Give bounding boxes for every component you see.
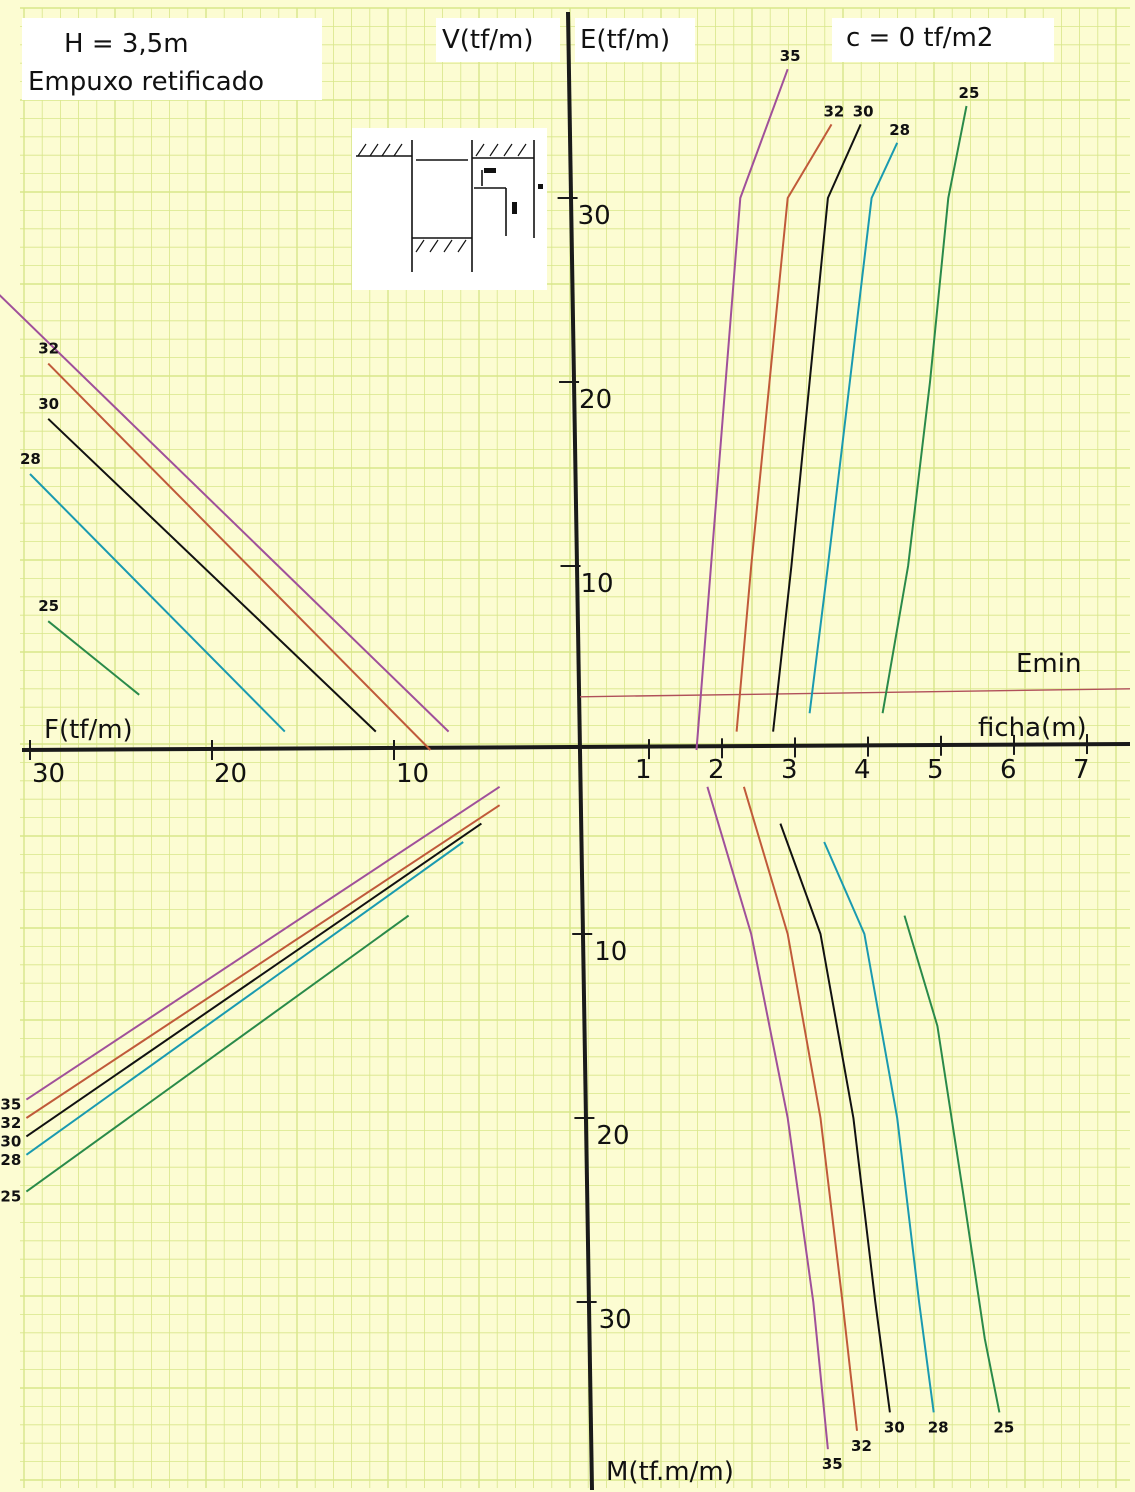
diagram-marker bbox=[512, 202, 517, 214]
v-m-curve-25 bbox=[25, 914, 410, 1193]
e-axis-box bbox=[575, 18, 695, 62]
empuxo-label: Empuxo retificado bbox=[28, 67, 264, 97]
diagram-marker bbox=[538, 184, 543, 189]
f-axis-title: F(tf/m) bbox=[44, 715, 133, 745]
vertical-axis bbox=[566, 11, 594, 1491]
v-axis-title: V(tf/m) bbox=[442, 25, 534, 55]
ficha-m-label-30: 30 bbox=[884, 1418, 905, 1436]
c-box bbox=[832, 18, 1054, 62]
e-tick-label: 30 bbox=[578, 201, 611, 231]
ficha-tick-label: 7 bbox=[1073, 755, 1090, 785]
ficha-axis-title: ficha(m) bbox=[978, 713, 1087, 743]
ficha-tick-label: 5 bbox=[927, 755, 944, 785]
v-m-curve-28 bbox=[25, 841, 464, 1156]
ficha-m-curve-25 bbox=[903, 915, 1001, 1413]
e-tick-label: 10 bbox=[581, 569, 614, 599]
wall-section-diagram bbox=[352, 128, 547, 290]
f-v-label-32: 32 bbox=[38, 340, 59, 358]
ficha-tick-label: 4 bbox=[854, 755, 871, 785]
m-tick-label: 10 bbox=[594, 937, 627, 967]
e-ficha-label-32: 32 bbox=[824, 102, 845, 120]
f-v-curve-25 bbox=[47, 620, 140, 696]
f-v-curve-35 bbox=[0, 294, 450, 733]
m-tick-label: 30 bbox=[599, 1305, 632, 1335]
ficha-tick-label: 3 bbox=[781, 755, 798, 785]
ficha-m-label-28: 28 bbox=[928, 1418, 949, 1436]
ficha-m-label-25: 25 bbox=[993, 1418, 1014, 1436]
ficha-tick-label: 2 bbox=[708, 755, 725, 785]
f-v-curve-30 bbox=[47, 418, 377, 733]
v-m-label-32: 32 bbox=[0, 1114, 21, 1132]
ficha-m-curve-32 bbox=[742, 786, 858, 1431]
emin-line bbox=[579, 688, 1131, 698]
e-ficha-curve-28 bbox=[808, 142, 899, 714]
v-m-label-30: 30 bbox=[0, 1132, 21, 1150]
height-label: H = 3,5m bbox=[64, 29, 189, 59]
e-ficha-label-25: 25 bbox=[959, 84, 980, 102]
e-ficha-curve-35 bbox=[695, 68, 789, 751]
diagram-marker bbox=[484, 168, 496, 173]
curves: 3532302825353230282535323028253532302825 bbox=[0, 47, 1014, 1473]
f-tick-label: 20 bbox=[214, 759, 247, 789]
f-v-label-30: 30 bbox=[38, 395, 59, 413]
v-m-curve-30 bbox=[25, 822, 482, 1138]
m-tick-label: 20 bbox=[596, 1121, 629, 1151]
ficha-m-curve-30 bbox=[779, 823, 891, 1413]
e-ficha-curve-32 bbox=[735, 123, 833, 732]
ficha-m-label-32: 32 bbox=[851, 1437, 872, 1455]
cohesion-label: c = 0 tf/m2 bbox=[846, 23, 993, 53]
v-m-label-28: 28 bbox=[0, 1151, 21, 1169]
ficha-m-curve-28 bbox=[823, 841, 935, 1413]
e-tick-label: 20 bbox=[579, 385, 612, 415]
emin-label: Emin bbox=[1016, 649, 1081, 679]
ficha-m-curve-35 bbox=[706, 786, 829, 1450]
tick-marks: 1 2 3 4 5 6 7 10 20 30 10 20 30 10 20 30 bbox=[29, 197, 1090, 1335]
f-v-label-28: 28 bbox=[20, 450, 41, 468]
ficha-m-label-35: 35 bbox=[822, 1455, 843, 1473]
f-v-curve-28 bbox=[29, 473, 286, 733]
v-m-label-35: 35 bbox=[0, 1096, 21, 1114]
v-axis-box bbox=[436, 18, 560, 62]
e-ficha-curve-30 bbox=[772, 123, 862, 732]
f-v-curve-32 bbox=[47, 362, 432, 751]
axes bbox=[21, 11, 1131, 1491]
e-ficha-curve-25 bbox=[881, 105, 968, 714]
v-m-curve-35 bbox=[25, 785, 501, 1101]
f-tick-label: 30 bbox=[32, 759, 65, 789]
f-v-label-25: 25 bbox=[38, 597, 59, 615]
m-axis-title: M(tf.m/m) bbox=[606, 1457, 734, 1487]
v-m-label-25: 25 bbox=[0, 1188, 21, 1206]
e-axis-title: E(tf/m) bbox=[580, 25, 670, 55]
ficha-tick-label: 6 bbox=[1000, 755, 1017, 785]
f-tick-label: 10 bbox=[396, 759, 429, 789]
e-ficha-label-30: 30 bbox=[853, 102, 874, 120]
horizontal-axis bbox=[21, 742, 1131, 752]
title-box bbox=[22, 18, 322, 100]
e-ficha-label-28: 28 bbox=[889, 121, 910, 139]
ficha-tick-label: 1 bbox=[635, 755, 652, 785]
v-m-curve-32 bbox=[25, 804, 501, 1119]
diagram-background bbox=[352, 128, 547, 290]
e-ficha-label-35: 35 bbox=[780, 47, 801, 65]
